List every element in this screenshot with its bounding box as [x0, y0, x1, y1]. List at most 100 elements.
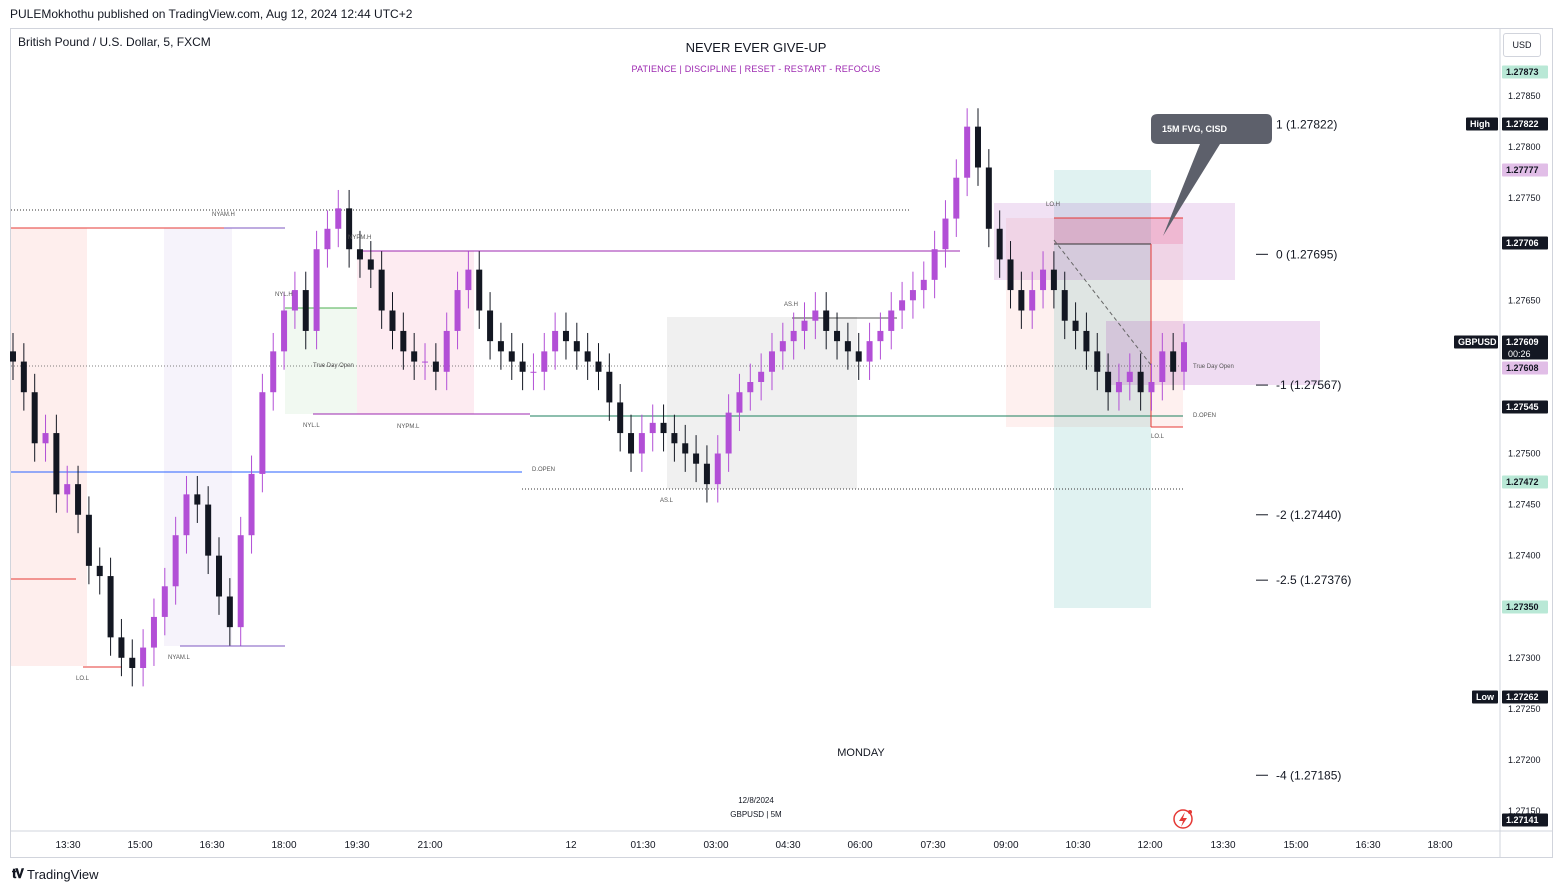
price-badge-tag — [1472, 690, 1498, 704]
price-badge — [1502, 813, 1548, 827]
candle-body — [812, 310, 819, 321]
fvg-zone-box — [994, 203, 1235, 280]
candle-body — [226, 596, 233, 628]
fib-level-label: -2.5 (1.27376) — [1276, 573, 1351, 587]
candle-body — [1029, 290, 1036, 311]
candle-body — [790, 330, 797, 342]
price-badge-value: 1.27608 — [1506, 363, 1539, 373]
candle-body — [714, 453, 721, 485]
fib-level-label: -2 (1.27440) — [1276, 508, 1341, 522]
candle-body — [953, 177, 960, 219]
candle-body — [324, 228, 331, 250]
candle-body — [942, 218, 949, 250]
y-tick-label: 1.27400 — [1508, 551, 1541, 561]
candle-body — [205, 504, 212, 556]
price-badge-tag — [1454, 335, 1498, 349]
candle-body — [443, 330, 450, 372]
candle-body — [259, 392, 266, 474]
candle-body — [964, 126, 971, 178]
candle-body — [129, 657, 136, 668]
x-tick-label: 12 — [565, 840, 577, 851]
candle-body — [281, 310, 288, 352]
candle-body — [150, 616, 157, 648]
lo-high-label: LO.H — [1046, 202, 1060, 208]
alert-lightning-icon[interactable] — [1173, 809, 1193, 829]
projection-dashed-line — [1053, 239, 1152, 366]
candle-body — [1105, 371, 1112, 393]
candle-body — [1018, 290, 1025, 311]
candle-body — [1148, 382, 1155, 393]
x-tick-label: 06:00 — [847, 840, 872, 851]
candle-body — [909, 290, 916, 301]
tradingview-logo[interactable]: 𝐭𝐕 TradingView — [12, 866, 99, 882]
x-tick-label: 18:00 — [271, 840, 296, 851]
x-tick-label: 13:30 — [55, 840, 80, 851]
candle-body — [595, 361, 602, 372]
ny-lunch-session-box — [285, 308, 357, 414]
candle-body — [1170, 351, 1177, 372]
tradingview-mark-icon: 𝐭𝐕 — [12, 866, 24, 881]
price-badge — [1502, 400, 1548, 414]
candle-body — [291, 290, 298, 311]
date-caption: 12/8/2024 — [738, 796, 774, 805]
currency-button[interactable]: USD — [1503, 33, 1541, 57]
candle-body — [1072, 320, 1079, 331]
candle-body — [42, 433, 49, 444]
pink-fvg-box — [1054, 218, 1183, 244]
y-tick-label: 1.27650 — [1508, 295, 1541, 305]
candle-body — [703, 463, 710, 485]
candle-body — [1040, 269, 1047, 291]
banner-title: NEVER EVER GIVE-UP — [685, 40, 827, 55]
candle-body — [216, 555, 223, 597]
candle-body — [107, 576, 114, 638]
candle-body — [1094, 351, 1101, 372]
pair-caption: GBPUSD | 5M — [730, 810, 782, 819]
nyl-high-label: NYL.H — [275, 292, 293, 298]
candle-body — [617, 402, 624, 434]
nyam-high-label: NYAM.H — [212, 212, 235, 218]
candle-body — [75, 484, 82, 515]
teal-projection-box — [1054, 170, 1151, 608]
candle-body — [237, 535, 244, 628]
candle-body — [736, 392, 743, 413]
candle-body — [888, 310, 895, 331]
x-tick-label: 13:30 — [1210, 840, 1235, 851]
banner-subtitle: PATIENCE | DISCIPLINE | RESET - RESTART … — [631, 64, 881, 74]
y-tick-label: 1.27250 — [1508, 704, 1541, 714]
london-session-box — [11, 228, 87, 666]
candle-body — [899, 300, 906, 311]
candle-body — [519, 361, 526, 372]
candle-body — [432, 361, 439, 372]
y-tick-label: 1.27800 — [1508, 142, 1541, 152]
candle-body — [1181, 342, 1187, 372]
candle-body — [844, 341, 851, 352]
price-badge-value: 1.27822 — [1506, 119, 1539, 129]
candle-body — [1007, 259, 1014, 291]
price-badge-value: 1.27350 — [1506, 602, 1539, 612]
asia-low-label: AS.L — [660, 498, 674, 504]
symbol-title[interactable]: British Pound / U.S. Dollar, 5, FXCM — [18, 35, 211, 49]
candle-body — [367, 259, 374, 270]
y-tick-label: 1.27500 — [1508, 449, 1541, 459]
candle-body — [877, 330, 884, 342]
candle-body — [411, 351, 418, 362]
candle-body — [823, 310, 830, 331]
price-badge-value: 1.27706 — [1506, 238, 1539, 248]
price-badge — [1502, 335, 1548, 360]
candle-body — [660, 422, 667, 434]
price-badge-tag-label: High — [1470, 119, 1490, 129]
x-tick-label: 15:00 — [127, 840, 152, 851]
candle-body — [1115, 382, 1122, 393]
fib-level-label: 1 (1.27822) — [1276, 118, 1337, 132]
price-badge-value: 1.27777 — [1506, 165, 1539, 175]
candle-body — [931, 249, 938, 280]
price-badge — [1502, 600, 1548, 614]
callout-text: 15M FVG, CISD — [1162, 124, 1228, 134]
price-badge — [1502, 690, 1548, 704]
candle-body — [996, 228, 1003, 260]
fib-level-label: -4 (1.27185) — [1276, 768, 1341, 782]
lo-low-label: LO.L — [76, 676, 90, 682]
candle-body — [389, 310, 396, 331]
ny-pm-session-box — [357, 251, 474, 414]
